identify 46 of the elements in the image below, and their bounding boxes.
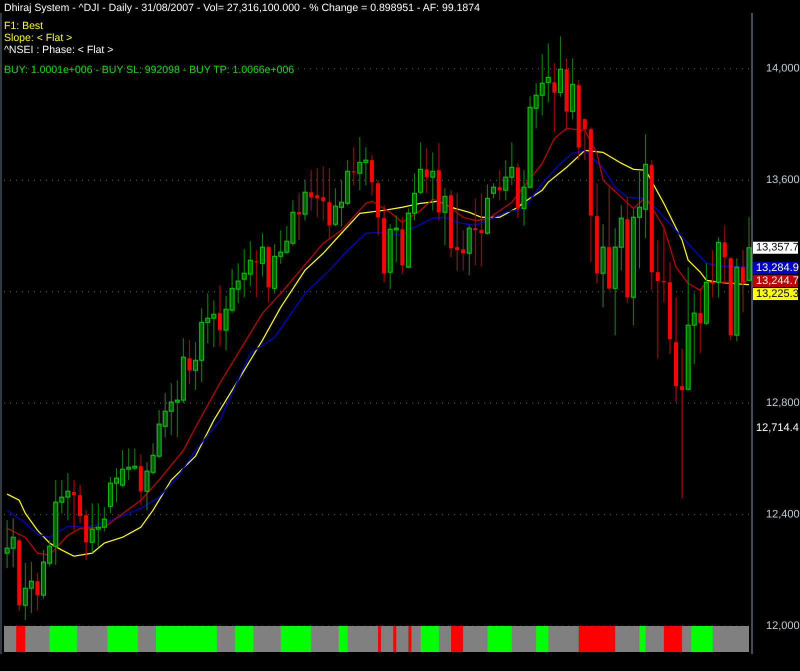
candlestick xyxy=(418,142,424,195)
candlestick xyxy=(656,240,660,359)
y-tick-label: 14,000 xyxy=(766,62,800,75)
annotation: ^NSEI : Phase: < Flat > xyxy=(4,44,114,56)
y-tick-label: 12,800 xyxy=(766,397,800,410)
candlestick xyxy=(552,62,556,133)
candlestick xyxy=(187,340,192,385)
candlestick xyxy=(302,180,308,221)
candlestick xyxy=(498,170,502,201)
candlestick xyxy=(309,170,314,211)
candlestick xyxy=(558,36,563,98)
candlestick xyxy=(461,230,466,271)
candlestick xyxy=(254,250,258,298)
candlestick xyxy=(442,188,448,246)
candlestick xyxy=(680,348,684,499)
data-label: 13,225.3 xyxy=(756,288,799,300)
candlestick xyxy=(710,250,714,298)
candlestick xyxy=(260,232,265,277)
chart-title: Dhiraj System - ^DJI - Daily - 31/08/2007 - Vol= 27,316,100.000 - % Change = 0.898951 - AF: 99.1874 xyxy=(4,2,480,14)
candlestick xyxy=(321,166,326,221)
candlestick xyxy=(218,284,222,347)
y-tick-label: 12,000 xyxy=(766,620,800,632)
annotation: F1: Best xyxy=(4,20,44,32)
candlestick xyxy=(424,148,429,194)
candlestick xyxy=(72,480,76,531)
candlestick xyxy=(35,572,40,611)
candlestick xyxy=(722,224,727,283)
y-tick-label: 13,600 xyxy=(766,174,800,186)
candlestick xyxy=(315,168,320,218)
annotation: Slope: < Flat > xyxy=(4,32,72,44)
candlestick xyxy=(479,192,484,267)
y-tick-label: 12,400 xyxy=(766,508,800,521)
candlestick xyxy=(352,146,356,186)
candlestick xyxy=(78,484,82,524)
candlestick xyxy=(370,154,374,196)
candlestick xyxy=(473,198,478,266)
text: 12,714.4 xyxy=(756,422,799,434)
candlestick xyxy=(740,250,745,313)
candlestick xyxy=(582,118,587,161)
annotation: BUY: 1.0001e+006 - BUY SL: 992098 - BUY TP: 1.0066e+006 xyxy=(4,64,294,76)
candlestick xyxy=(430,152,436,211)
candlestick xyxy=(491,182,496,199)
candlestick xyxy=(327,168,332,239)
text: 13,357.7 xyxy=(756,242,799,254)
candlestick xyxy=(698,288,702,354)
candlestick xyxy=(455,192,460,271)
